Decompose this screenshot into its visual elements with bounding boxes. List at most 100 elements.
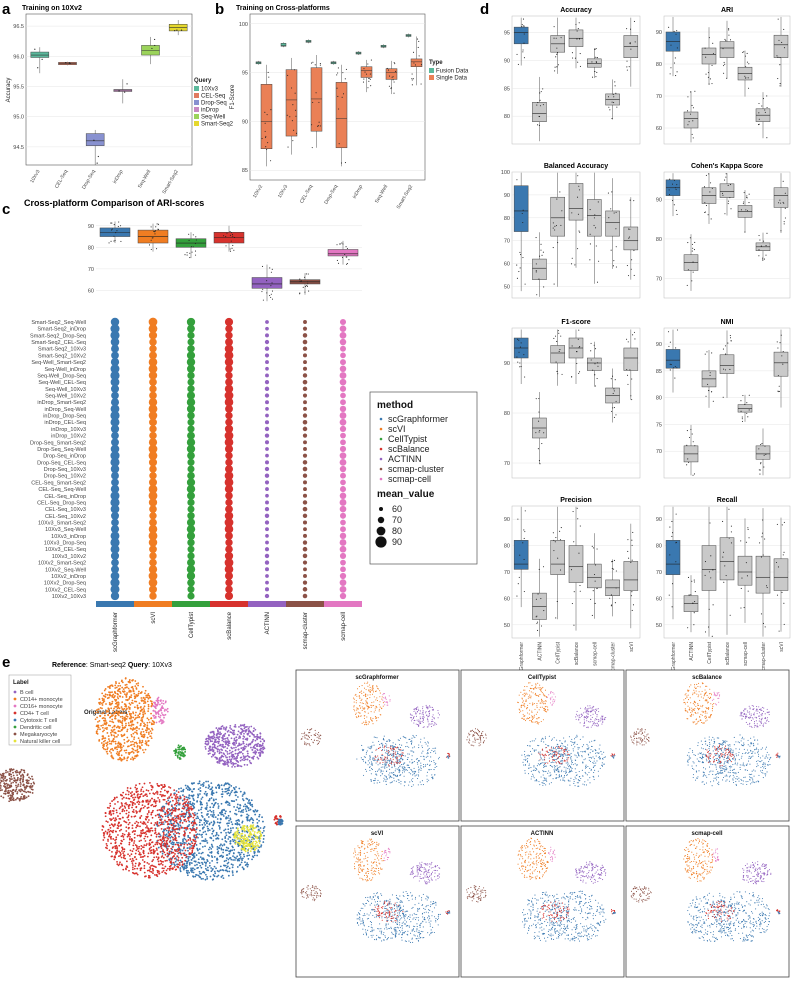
umap-point [216, 757, 219, 760]
umap-point [198, 824, 201, 826]
umap-point [221, 736, 223, 739]
umap-point [114, 732, 117, 735]
umap-point [201, 863, 204, 865]
umap-point [97, 711, 99, 714]
umap-point [211, 791, 213, 794]
panel-b-point [337, 67, 339, 69]
umap-point [136, 867, 139, 870]
panel-c-bubble [111, 518, 119, 527]
umap-point [152, 848, 155, 851]
umap-point [258, 819, 260, 822]
umap-point [241, 857, 244, 860]
umap-point [230, 785, 233, 787]
umap-point [193, 803, 196, 805]
umap-point [138, 715, 141, 718]
panel-c-point [233, 236, 236, 239]
umap-point [246, 817, 249, 819]
umap-point [220, 848, 223, 851]
panel-b-point [412, 51, 415, 53]
umap-point [136, 749, 138, 752]
panel-d-point [555, 56, 557, 58]
umap-point [128, 833, 131, 836]
umap-point [136, 704, 139, 707]
panel-d-point [730, 525, 732, 527]
panel-d-point [722, 368, 725, 370]
panel-d-point [676, 213, 678, 215]
panel-c-bubble [110, 464, 120, 474]
umap-point [129, 835, 131, 838]
umap-point [180, 787, 183, 790]
panel-c-bubble [149, 391, 157, 400]
umap-point [221, 739, 224, 742]
umap-point [116, 847, 119, 850]
panel-b-point [317, 125, 319, 127]
panel-d-point [553, 37, 555, 39]
umap-point [8, 784, 11, 787]
umap-point [105, 750, 108, 753]
umap-point [224, 741, 227, 744]
panel-c-bubble [187, 491, 195, 500]
panel-c-bubble [302, 553, 308, 559]
umap-point [210, 852, 213, 854]
panel-b-point [267, 71, 269, 74]
panel-d-point [692, 602, 694, 604]
umap-point [145, 844, 148, 847]
umap-point [235, 740, 237, 743]
panel-d-point [535, 432, 537, 434]
umap-point [151, 719, 154, 722]
umap-point [125, 722, 127, 725]
umap-point [177, 744, 180, 747]
umap-point [162, 831, 165, 834]
panel-c-bubble [187, 592, 195, 600]
panel-b-point [266, 148, 268, 151]
panel-c-bubble [110, 370, 120, 381]
umap-point [29, 786, 32, 789]
umap-point [25, 796, 28, 799]
panel-c-bubble [224, 551, 234, 561]
umap-point [178, 832, 181, 835]
umap-point [220, 793, 223, 796]
panel-d-point [777, 56, 779, 58]
umap-point [212, 823, 215, 826]
panel-c-bubble [264, 420, 270, 425]
umap-point [186, 862, 188, 865]
panel-d-point [675, 33, 677, 35]
umap-point [206, 743, 209, 746]
panel-d-point [555, 617, 557, 619]
umap-point [8, 786, 11, 789]
umap-point [137, 850, 140, 853]
umap-point [249, 731, 252, 734]
umap-point [10, 790, 13, 793]
umap-point [111, 718, 114, 721]
umap-point [16, 771, 19, 774]
panel-d-point [523, 529, 525, 531]
panel-c-row-label: 10Xv2_Seq-Well [45, 567, 86, 573]
panel-c-bubble [110, 551, 120, 560]
panel-d-ytick: 70 [656, 276, 662, 282]
panel-d-point [746, 197, 748, 199]
umap-point [239, 863, 242, 866]
umap-point [98, 698, 101, 700]
umap-point [146, 721, 149, 724]
umap-point [182, 755, 185, 758]
umap-point [221, 749, 224, 751]
umap-point [214, 746, 217, 749]
panel-c-bubble [148, 524, 158, 534]
umap-point [228, 867, 231, 870]
panel-d-point [708, 37, 710, 39]
panel-b-point [286, 114, 288, 116]
umap-point [228, 819, 230, 822]
panel-c-point [150, 239, 152, 241]
panel-d-ytick: 90 [656, 342, 662, 348]
panel-c-bubble [186, 444, 196, 454]
panel-c-bubble [187, 411, 195, 420]
panel-d-point [538, 420, 540, 422]
panel-b-box [360, 66, 373, 78]
umap-point [6, 785, 9, 787]
panel-c-point [184, 254, 186, 256]
panel-d-point [615, 228, 617, 230]
umap-point [229, 817, 232, 820]
umap-point [226, 857, 228, 860]
panel-d-point [740, 540, 742, 542]
umap-point [10, 782, 13, 785]
